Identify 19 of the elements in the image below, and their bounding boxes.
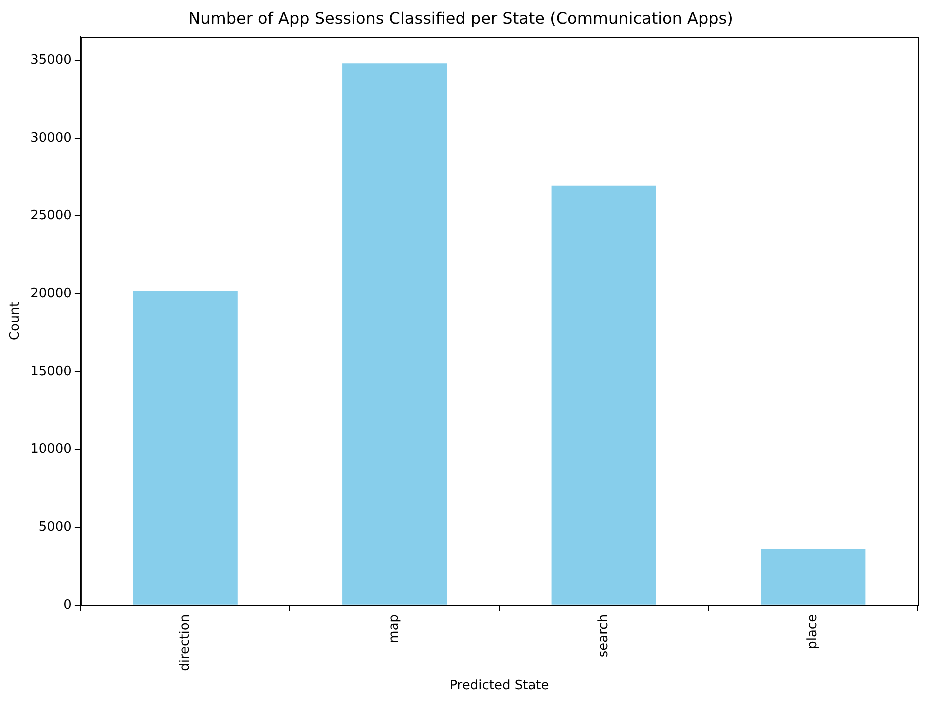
bar [761, 549, 866, 605]
y-tick-label: 20000 [30, 286, 72, 302]
x-tick-label: place [806, 614, 821, 650]
x-tick-label: search [596, 614, 612, 658]
y-tick-label: 35000 [30, 52, 72, 68]
y-tick-label: 0 [64, 598, 72, 613]
bar [133, 290, 238, 605]
bar [552, 186, 656, 605]
x-tick-label: direction [178, 614, 193, 672]
y-axis-title: Count [8, 302, 24, 341]
x-axis-title: Predicted State [450, 678, 550, 694]
x-tick-label: map [387, 614, 402, 644]
chart-title: Number of App Sessions Classified per State (Communication Apps) [188, 8, 734, 28]
y-tick-label: 5000 [38, 520, 72, 535]
y-tick-label: 15000 [30, 364, 72, 380]
y-tick-label: 25000 [30, 208, 72, 224]
y-tick-label: 30000 [30, 130, 72, 146]
bar [342, 64, 448, 605]
y-tick-label: 10000 [30, 442, 72, 458]
